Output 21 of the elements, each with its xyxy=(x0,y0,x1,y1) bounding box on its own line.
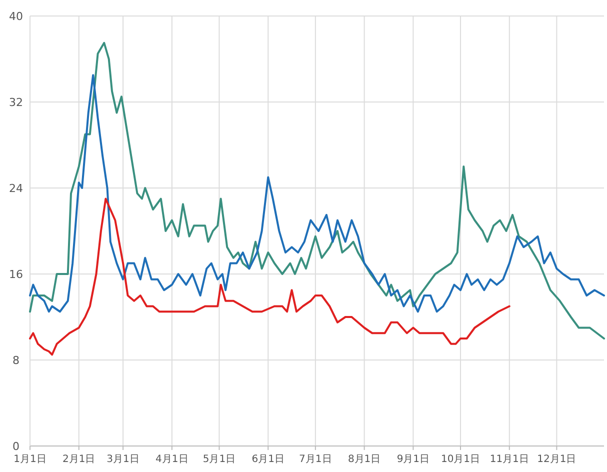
x-tick-label: 5月1日 xyxy=(202,454,236,465)
x-tick-label: 11月1日 xyxy=(490,454,529,465)
x-tick-label: 9月1日 xyxy=(396,454,430,465)
line-series xyxy=(29,74,605,313)
x-tick-label: 2月1日 xyxy=(62,454,96,465)
line-series xyxy=(29,42,605,340)
line-series xyxy=(29,198,510,356)
x-tick-label: 4月1日 xyxy=(156,454,188,465)
y-tick-label: 40 xyxy=(9,10,23,23)
x-tick-label: 6月1日 xyxy=(252,454,284,465)
y-tick-label: 0 xyxy=(12,440,20,453)
y-tick-label: 32 xyxy=(9,96,23,109)
x-tick-label: 1月1日 xyxy=(14,454,46,465)
x-tick-label: 8月1日 xyxy=(348,454,381,465)
y-tick-label: 24 xyxy=(9,182,23,195)
x-tick-label: 12月1日 xyxy=(537,454,576,465)
y-tick-label: 8 xyxy=(12,354,20,367)
x-tick-label: 10月1日 xyxy=(440,454,480,465)
x-tick-label: 3月1日 xyxy=(106,454,140,465)
x-tick-label: 7月1日 xyxy=(299,454,332,465)
y-tick-label: 16 xyxy=(9,268,23,281)
